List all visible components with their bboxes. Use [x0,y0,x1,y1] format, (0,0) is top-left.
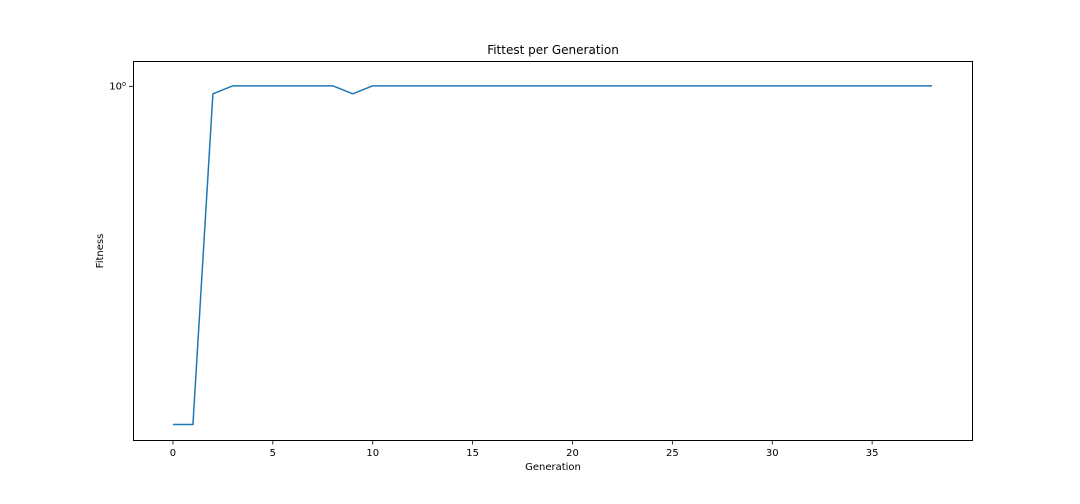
x-tick-label: 30 [766,448,779,459]
x-tick-label: 20 [566,448,579,459]
y-axis-label: Fitness [95,234,106,269]
x-axis-ticks: 0 5 10 15 20 25 30 35 [170,440,879,459]
series-line-0 [172,85,933,426]
x-tick-label: 35 [866,448,879,459]
x-tick-label: 25 [666,448,679,459]
x-tick-label: 0 [170,448,176,459]
series-layer [172,85,933,426]
y-tick-label: 10⁰ [109,81,126,92]
plot-frame [133,61,973,441]
plot-area [133,61,972,440]
chart-title: Fittest per Generation [487,43,619,57]
x-tick-label: 5 [270,448,276,459]
x-tick-label: 10 [366,448,379,459]
x-tick-label: 15 [466,448,479,459]
x-axis-label: Generation [525,462,581,473]
